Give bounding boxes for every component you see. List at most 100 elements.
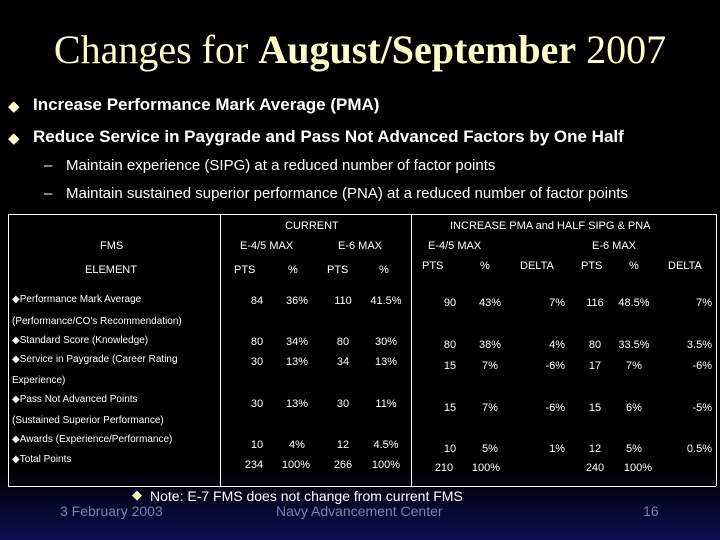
row-label: ◆Service in Paygrade (Career Rating: [12, 354, 178, 365]
cell: 13%: [285, 398, 309, 410]
row-label: ◆Awards (Experience/Performance): [12, 434, 173, 445]
cell: 3.5%: [686, 339, 712, 351]
cell: 90: [443, 297, 457, 309]
cell: 84: [250, 295, 264, 307]
cell: 4%: [289, 439, 305, 451]
cell: 7%: [549, 297, 565, 309]
cell: 80: [588, 339, 602, 351]
cell: 15: [443, 402, 457, 414]
cell: 100%: [471, 462, 501, 474]
current-header: CURRENT: [285, 220, 339, 232]
increase-header: INCREASE PMA and HALF SIPG & PNA: [450, 220, 651, 232]
cell: 4%: [549, 339, 565, 351]
cell: 110: [334, 295, 352, 307]
col-pct: %: [288, 264, 298, 276]
cell: 15: [588, 402, 602, 414]
cell: 7%: [626, 360, 642, 372]
bullet-1: Increase Performance Mark Average (PMA): [33, 95, 380, 114]
cell: 13%: [285, 356, 309, 368]
cell: 43%: [478, 297, 502, 309]
cell: 266: [333, 459, 353, 471]
cell: 80: [250, 336, 264, 348]
cell: 38%: [478, 339, 502, 351]
cell: 17: [588, 360, 602, 372]
element-label: ELEMENT: [85, 264, 137, 276]
table-border-right: [716, 214, 717, 486]
table-border-left: [8, 214, 9, 486]
new-e45-header: E-4/5 MAX: [428, 240, 482, 252]
table-border-top: [8, 214, 716, 215]
row-label: ◆Pass Not Advanced Points: [12, 394, 138, 405]
cell: -6%: [692, 360, 712, 372]
cell: 34%: [285, 336, 309, 348]
cell: -6%: [545, 402, 565, 414]
cell: 234: [244, 459, 264, 471]
table-border-bottom: [8, 486, 716, 487]
title-prefix: Changes for: [53, 27, 259, 72]
col-delta: DELTA: [668, 260, 702, 272]
col-pct: %: [480, 260, 490, 272]
page-number: 16: [643, 503, 659, 519]
row-label: ◆Total Points: [12, 454, 72, 465]
cell: 0.5%: [686, 443, 712, 455]
cell: 100%: [371, 459, 401, 471]
cell: 10: [443, 443, 457, 455]
row-sublabel: (Sustained Superior Performance): [12, 415, 164, 426]
footer-date: 3 February 2003: [60, 503, 163, 519]
col-pct: %: [629, 260, 639, 272]
cell: 5%: [626, 443, 642, 455]
row-sublabel: (Performance/CO's Recommendation): [12, 316, 182, 327]
sub-bullet-dash: –: [44, 185, 53, 202]
cell: 30: [336, 398, 350, 410]
cell: 80: [443, 339, 457, 351]
cell: 210: [434, 462, 454, 474]
fms-label: FMS: [100, 240, 124, 252]
cell: 12: [336, 439, 350, 451]
bullet-2: Reduce Service in Paygrade and Pass Not …: [33, 127, 624, 146]
col-pts: PTS: [234, 264, 256, 276]
cell: 100%: [281, 459, 311, 471]
cell: 30%: [374, 336, 398, 348]
cell: 36%: [285, 295, 309, 307]
cell: 11%: [375, 398, 397, 410]
sub-bullet-dash: –: [44, 157, 53, 174]
cell: 33.5%: [618, 339, 650, 351]
cell: 240: [585, 462, 605, 474]
bullet-icon: ◆: [8, 130, 20, 147]
title-bold: August/September: [258, 27, 577, 72]
slide-title: Changes for August/September 2007: [0, 26, 720, 73]
cell: 1%: [549, 443, 565, 455]
cell: 34: [336, 356, 350, 368]
col-pts: PTS: [327, 264, 349, 276]
cell: -5%: [692, 402, 712, 414]
new-e6-header: E-6 MAX: [592, 240, 637, 252]
table-divider: [220, 214, 221, 486]
table-divider: [411, 214, 412, 486]
cell: 80: [336, 336, 350, 348]
col-pct: %: [379, 264, 389, 276]
cell: 116: [586, 297, 604, 309]
cell: 48.5%: [618, 297, 650, 309]
cell: 30: [250, 398, 264, 410]
cell: 7%: [482, 402, 498, 414]
cell: -6%: [545, 360, 565, 372]
current-e6-header: E-6 MAX: [338, 240, 383, 252]
title-suffix: 2007: [576, 27, 667, 72]
footer-note: Note: E-7 FMS does not change from curre…: [150, 488, 463, 504]
row-label: ◆Performance Mark Average: [12, 294, 142, 305]
col-pts: PTS: [581, 260, 603, 272]
row-label: ◆Standard Score (Knowledge): [12, 335, 149, 346]
cell: 41.5%: [370, 295, 402, 307]
bullet-icon: ◆: [8, 98, 20, 115]
cell: 6%: [626, 402, 642, 414]
note-bullet-icon: ◆: [132, 487, 142, 502]
sub-bullet-1: Maintain experience (SIPG) at a reduced …: [66, 157, 496, 174]
cell: 12: [588, 443, 602, 455]
footer-center: Navy Advancement Center: [276, 503, 443, 519]
row-sublabel: Experience): [12, 375, 66, 386]
sub-bullet-2: Maintain sustained superior performance …: [66, 185, 628, 202]
cell: 7%: [696, 297, 712, 309]
cell: 13%: [374, 356, 398, 368]
cell: 7%: [482, 360, 498, 372]
current-e45-header: E-4/5 MAX: [240, 240, 294, 252]
